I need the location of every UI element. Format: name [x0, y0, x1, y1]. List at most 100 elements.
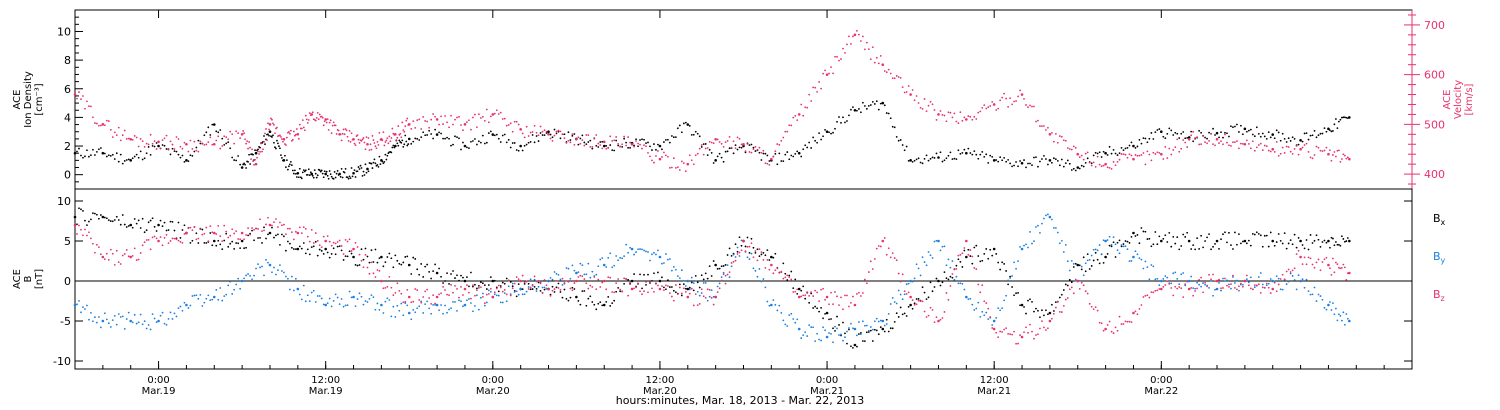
bx-sample [973, 246, 976, 249]
density-sample [336, 170, 339, 172]
density-sample [999, 156, 1002, 159]
velocity-sample [163, 137, 166, 140]
velocity-sample [991, 101, 994, 103]
by-sample [1301, 278, 1304, 281]
bx-sample [599, 301, 602, 303]
bx-sample [1152, 243, 1155, 246]
bz-sample [1275, 290, 1278, 293]
bx-sample [1009, 275, 1012, 278]
bx-sample [1031, 300, 1033, 303]
bx-sample [201, 228, 204, 231]
bz-point [965, 239, 968, 243]
density-sample [418, 139, 421, 141]
by-sample [334, 293, 337, 296]
density-sample [86, 149, 88, 152]
by-sample [458, 299, 460, 302]
bx-point [1160, 239, 1163, 243]
bz-sample [1017, 342, 1019, 345]
bx-sample [808, 301, 811, 304]
by-sample [233, 288, 236, 291]
velocity-sample [957, 122, 960, 125]
density-sample [553, 128, 556, 131]
bx-sample [897, 316, 900, 318]
density-point [714, 159, 717, 162]
by-sample [1013, 261, 1015, 264]
bz-sample [838, 304, 840, 307]
bz-sample [543, 279, 546, 281]
density-sample [477, 140, 480, 143]
velocity-sample [985, 107, 988, 110]
density-sample [834, 127, 836, 130]
by-sample [1346, 317, 1349, 320]
velocity-sample [581, 139, 584, 142]
bz-sample [80, 228, 82, 231]
velocity-sample [321, 116, 324, 119]
bz-sample [704, 296, 707, 299]
by-sample [702, 282, 705, 284]
density-sample [320, 169, 323, 172]
by-sample [209, 299, 212, 301]
velocity-sample [331, 124, 334, 127]
density-point [254, 151, 258, 155]
bx-sample [1228, 231, 1230, 234]
bx-sample [145, 229, 148, 232]
by-sample [955, 275, 958, 278]
density-sample [428, 129, 431, 132]
bz-sample [434, 302, 437, 305]
bz-sample [959, 253, 962, 256]
bz-sample [593, 276, 596, 278]
density-sample [1050, 161, 1053, 164]
density-sample [314, 172, 317, 175]
density-point [853, 108, 857, 112]
bz-sample [1031, 330, 1033, 333]
bx-sample [1239, 242, 1242, 245]
by-sample [161, 311, 164, 314]
velocity-sample [816, 90, 819, 93]
bz-sample [428, 297, 431, 299]
velocity-sample [115, 134, 118, 137]
b-axis-label: ACE [12, 269, 23, 289]
velocity-sample [1144, 163, 1147, 166]
by-sample [199, 294, 202, 296]
velocity-sample [1128, 153, 1131, 156]
bz-sample [553, 288, 556, 290]
velocity-sample [250, 158, 252, 161]
bx-point [157, 223, 160, 227]
velocity-sample [832, 72, 834, 75]
bz-sample [794, 290, 797, 293]
bx-sample [88, 220, 90, 223]
velocity-sample [1232, 141, 1234, 144]
velocity-sample [561, 133, 564, 136]
by-sample [796, 318, 799, 321]
velocity-sample [549, 137, 552, 140]
bx-sample [927, 296, 930, 299]
bz-point [881, 239, 885, 243]
velocity-sample [857, 33, 860, 36]
velocity-sample [1033, 105, 1035, 108]
bz-sample [879, 245, 882, 248]
bz-sample [796, 288, 799, 291]
bx-sample [1054, 301, 1057, 303]
by-sample [336, 296, 339, 299]
by-sample [857, 321, 860, 323]
density-sample [784, 153, 787, 156]
bx-sample [997, 261, 1000, 264]
bx-sample [225, 232, 228, 235]
density-sample [229, 147, 232, 150]
bz-point [73, 223, 77, 227]
by-sample [1146, 266, 1149, 269]
bx-sample [844, 332, 846, 335]
bz-sample [1100, 322, 1103, 325]
bx-sample [674, 291, 677, 294]
by-sample [967, 298, 970, 301]
by-sample [438, 309, 440, 312]
bz-point [992, 327, 996, 331]
velocity-sample [828, 72, 830, 75]
bz-sample [155, 237, 158, 240]
velocity-sample [1110, 167, 1113, 170]
bx-sample [830, 318, 832, 320]
velocity-sample [304, 114, 307, 117]
density-sample [792, 155, 795, 158]
density-sample [1224, 131, 1226, 134]
bx-sample [784, 272, 787, 275]
